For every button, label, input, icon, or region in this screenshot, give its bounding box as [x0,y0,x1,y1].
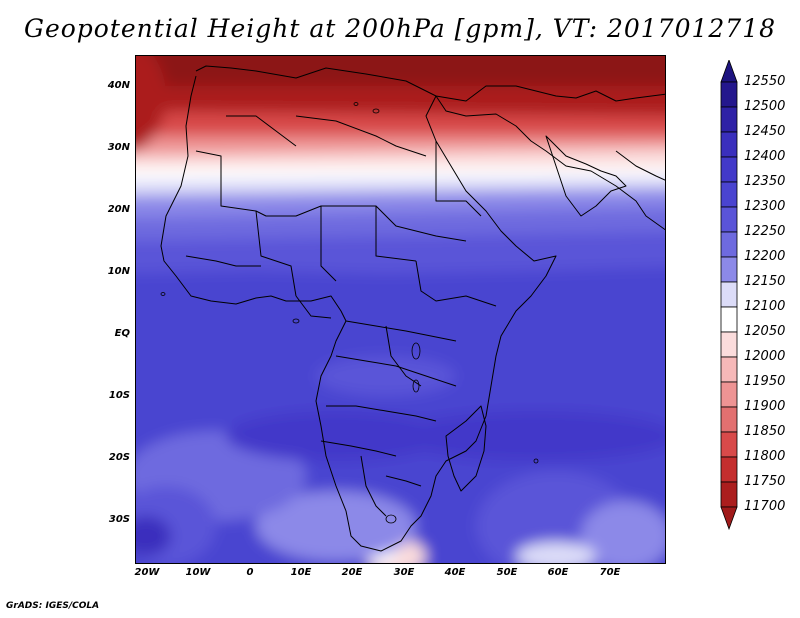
lat-label-10s: 10S [108,390,130,401]
colorbar-label: 11750 [744,474,786,489]
colorbar-box [720,106,738,133]
colorbar-bottom-arrow [720,506,738,531]
lat-label-30s: 30S [108,514,130,525]
lon-label-20w: 20W [134,567,160,578]
colorbar-label: 11700 [744,499,786,514]
lon-label-10w: 10W [185,567,211,578]
colorbar-box [720,481,738,508]
colorbar-box [720,206,738,233]
lon-label-10e: 10E [290,567,312,578]
map-title: Geopotential Height at 200hPa [gpm], VT:… [23,14,777,43]
height-field-map [136,56,665,563]
lat-label-30n: 30N [107,142,130,153]
colorbar-label: 11850 [744,424,786,439]
colorbar-box [720,356,738,383]
colorbar-box [720,406,738,433]
colorbar-label: 12200 [744,249,786,264]
colorbar-box [720,381,738,408]
map-panel [135,55,666,564]
colorbar-box [720,156,738,183]
colorbar-label: 12400 [744,149,786,164]
colorbar [720,60,738,531]
colorbar-label: 12550 [744,74,786,89]
colorbar-box [720,456,738,483]
lat-label-10n: 10N [107,266,130,277]
colorbar-label: 11950 [744,374,786,389]
colorbar-label: 12250 [744,224,786,239]
colorbar-box [720,81,738,108]
lat-label-eq: EQ [114,328,130,339]
colorbar-box [720,306,738,333]
colorbar-label: 12150 [744,274,786,289]
lon-label-20e: 20E [341,567,363,578]
colorbar-box [720,256,738,283]
colorbar-label: 11800 [744,449,786,464]
colorbar-label: 12450 [744,124,786,139]
lat-label-20n: 20N [107,204,130,215]
lon-label-50e: 50E [496,567,518,578]
colorbar-label: 12300 [744,199,786,214]
colorbar-label: 12350 [744,174,786,189]
lon-label-30e: 30E [393,567,415,578]
colorbar-label: 12000 [744,349,786,364]
lon-label-70e: 70E [599,567,621,578]
colorbar-box [720,281,738,308]
colorbar-box [720,431,738,458]
colorbar-box [720,231,738,258]
colorbar-box [720,181,738,208]
lon-label-40e: 40E [444,567,466,578]
lat-label-40n: 40N [107,80,130,91]
colorbar-box [720,131,738,158]
colorbar-box [720,331,738,358]
colorbar-label: 11900 [744,399,786,414]
colorbar-top-arrow [720,60,738,83]
grads-credit: GrADS: IGES/COLA [6,601,100,611]
colorbar-label: 12100 [744,299,786,314]
lon-label-60e: 60E [547,567,569,578]
lat-label-20s: 20S [108,452,130,463]
lon-label-0: 0 [246,567,254,578]
colorbar-label: 12500 [744,99,786,114]
colorbar-label: 12050 [744,324,786,339]
